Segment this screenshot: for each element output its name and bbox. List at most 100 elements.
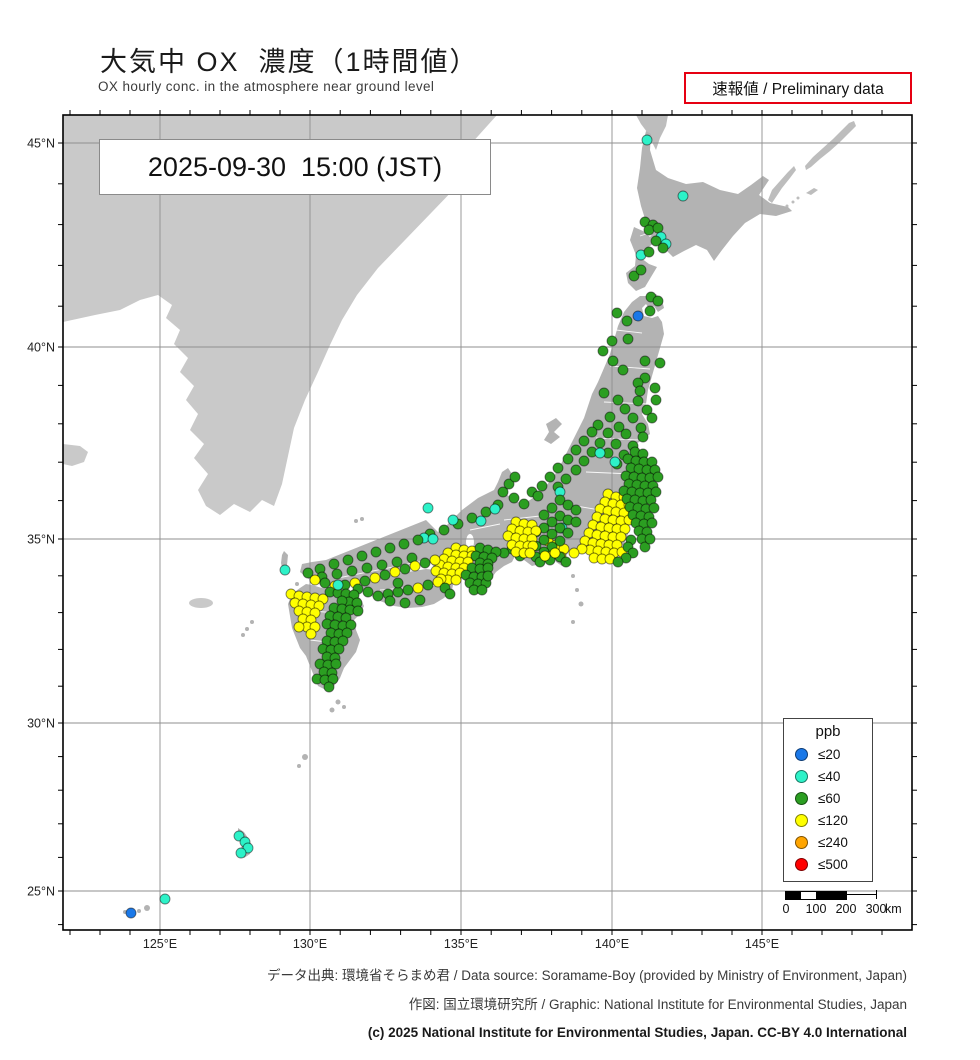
station-dot xyxy=(617,364,629,376)
station-dot xyxy=(447,514,459,526)
station-dot xyxy=(602,427,614,439)
station-dot xyxy=(235,847,247,859)
station-dot xyxy=(598,387,610,399)
station-dot xyxy=(398,538,410,550)
sado-island xyxy=(544,418,562,444)
station-dot xyxy=(509,471,521,483)
oki-island xyxy=(354,519,358,523)
iki-island xyxy=(295,582,299,586)
station-dot xyxy=(611,307,623,319)
station-dot xyxy=(570,504,582,516)
preliminary-data-badge: 速報値 / Preliminary data xyxy=(684,72,912,104)
legend-entry: ≤240 xyxy=(784,831,872,853)
scale-bar-number: 200 xyxy=(835,902,857,916)
station-dot xyxy=(570,516,582,528)
station-dot xyxy=(362,586,374,598)
station-dot xyxy=(639,541,651,553)
station-dot xyxy=(539,550,551,562)
timestamp-box: 2025-09-30 15:00 (JST) xyxy=(99,139,491,195)
station-dot xyxy=(384,542,396,554)
lon-tick-label: 125°E xyxy=(143,937,177,951)
station-dot xyxy=(323,681,335,693)
station-dot xyxy=(330,658,342,670)
station-dot xyxy=(554,535,566,547)
station-dot xyxy=(392,586,404,598)
station-dot xyxy=(652,471,664,483)
station-dot xyxy=(560,473,572,485)
station-dot xyxy=(427,533,439,545)
station-dot xyxy=(562,527,574,539)
station-dot xyxy=(646,517,658,529)
goto-islet xyxy=(241,633,245,637)
station-dot xyxy=(302,567,314,579)
page-title: 大気中 OX 濃度（1時間値） xyxy=(100,47,479,77)
station-dot xyxy=(466,512,478,524)
legend-rows: ≤20 ≤40 ≤60 ≤120 ≤240 ≤500 xyxy=(784,743,872,875)
goto-islet xyxy=(245,627,249,631)
ryukyu-islet xyxy=(342,705,346,709)
station-dot xyxy=(538,534,550,546)
copyright-line: (c) 2025 National Institute for Environm… xyxy=(367,1025,907,1040)
station-dot xyxy=(639,355,651,367)
sakhalin xyxy=(636,115,668,150)
station-dot xyxy=(578,455,590,467)
legend-entry-label: ≤240 xyxy=(818,834,848,850)
station-dot xyxy=(657,242,669,254)
station-dot xyxy=(508,492,520,504)
station-dot xyxy=(612,556,624,568)
lat-tick-label: 25°N xyxy=(27,885,55,899)
station-dot xyxy=(646,412,658,424)
station-dots-layer xyxy=(125,134,689,919)
station-dot xyxy=(552,462,564,474)
station-dot xyxy=(628,270,640,282)
station-dot xyxy=(643,246,655,258)
station-dot xyxy=(429,554,441,566)
legend-entry-label: ≤60 xyxy=(818,790,841,806)
station-dot xyxy=(612,394,624,406)
station-dot xyxy=(482,570,494,582)
amami-islet xyxy=(297,764,301,768)
station-dot xyxy=(333,643,345,655)
station-dot xyxy=(650,486,662,498)
station-dot xyxy=(549,547,561,559)
station-dot xyxy=(389,566,401,578)
station-dot xyxy=(432,576,444,588)
station-dot xyxy=(422,579,434,591)
station-dot xyxy=(546,528,558,540)
ishigaki-islet xyxy=(144,905,150,911)
shandong-tip xyxy=(63,444,88,466)
station-dot xyxy=(635,422,647,434)
station-dot xyxy=(497,486,509,498)
station-dot xyxy=(609,456,621,468)
station-dot xyxy=(379,569,391,581)
station-dot xyxy=(305,628,317,640)
legend-entry: ≤20 xyxy=(784,743,872,765)
station-dot xyxy=(369,572,381,584)
station-dot xyxy=(476,584,488,596)
lon-tick-label: 135°E xyxy=(444,937,478,951)
lon-tick-label: 145°E xyxy=(745,937,779,951)
lat-tick-label: 40°N xyxy=(27,341,55,355)
station-dot xyxy=(399,563,411,575)
station-dot xyxy=(402,584,414,596)
legend-color-dot xyxy=(795,791,808,805)
station-dot xyxy=(376,559,388,571)
station-dot xyxy=(637,431,649,443)
legend-entry: ≤500 xyxy=(784,853,872,875)
legend-color-dot xyxy=(795,857,808,871)
station-dot xyxy=(632,395,644,407)
preliminary-data-label: 速報値 / Preliminary data xyxy=(712,81,884,98)
station-dot xyxy=(532,490,544,502)
station-dot xyxy=(489,503,501,515)
lon-tick-label: 140°E xyxy=(595,937,629,951)
station-dot xyxy=(627,412,639,424)
station-dot xyxy=(372,590,384,602)
station-dot xyxy=(309,574,321,586)
station-dot xyxy=(570,444,582,456)
station-dot xyxy=(450,574,462,586)
footer-credits: データ出典: 環境省そらまめ君 / Data source: Soramame-… xyxy=(47,964,907,1040)
station-dot xyxy=(648,502,660,514)
izu-islet xyxy=(571,620,575,624)
yakushima-islet xyxy=(329,707,335,713)
